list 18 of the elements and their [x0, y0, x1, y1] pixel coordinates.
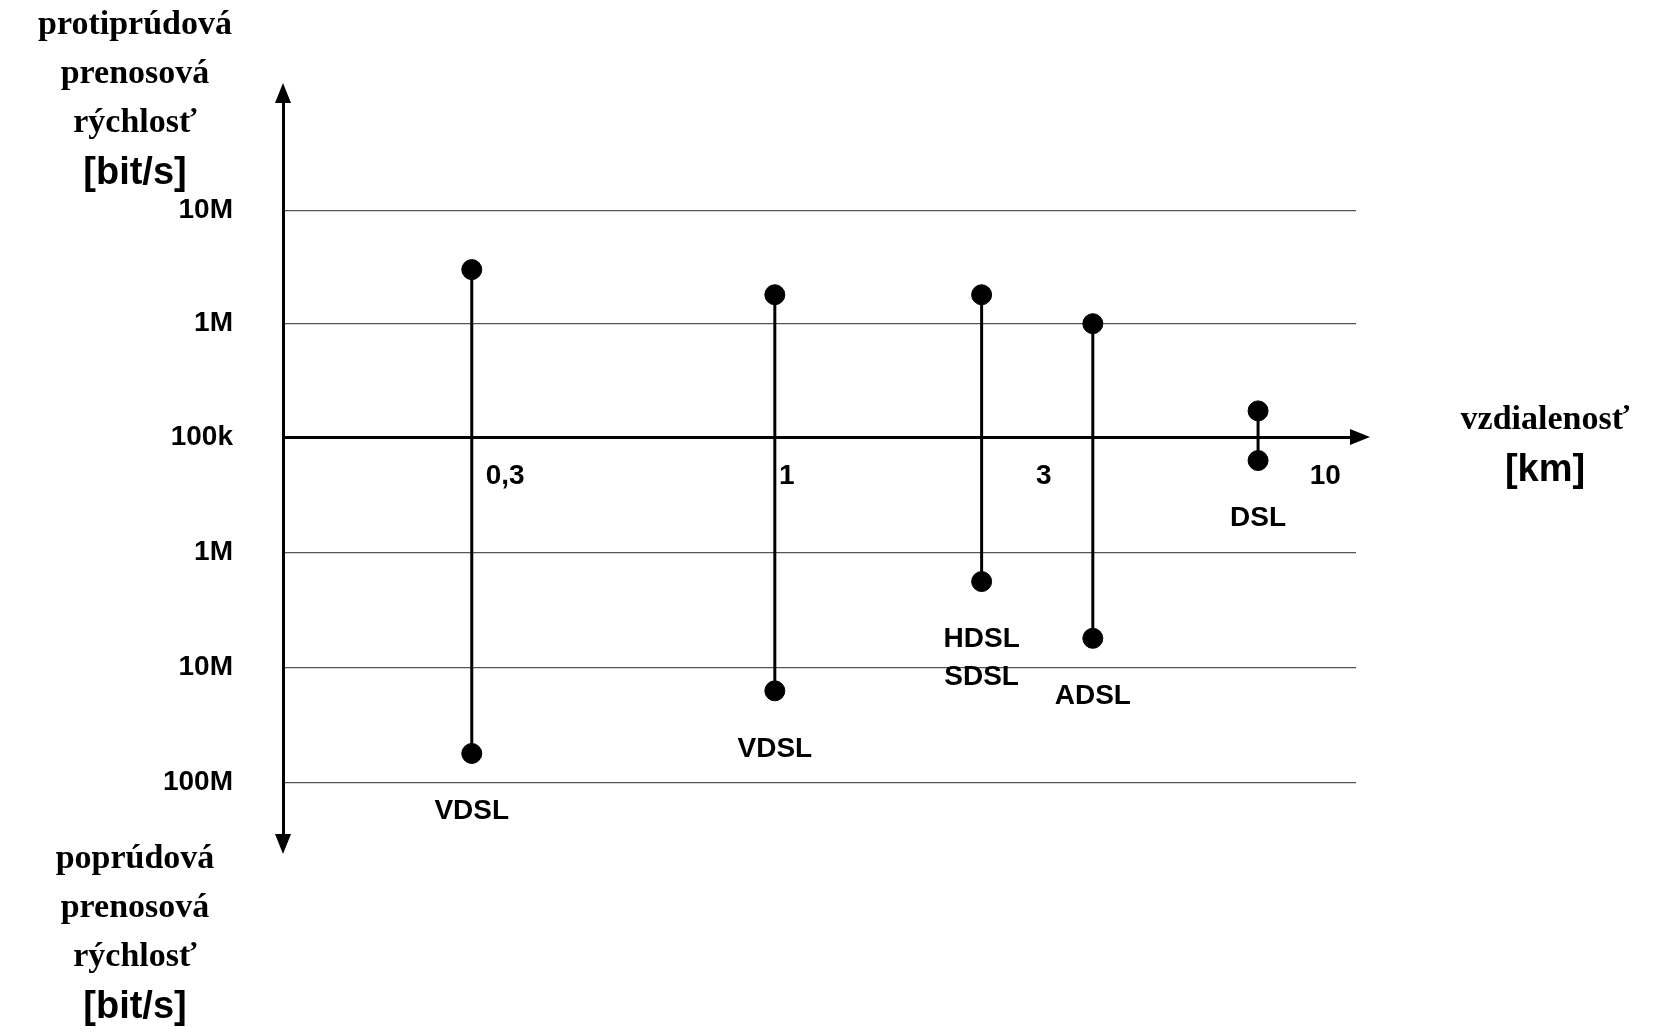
- series-label: VDSL: [434, 794, 510, 826]
- y-tick-label: 1M: [194, 534, 233, 566]
- x-tick-label: 0,3: [485, 458, 525, 490]
- y-tick-label: 100k: [170, 419, 234, 451]
- series-label: HDSL SDSL: [943, 622, 1020, 692]
- series-label: VDSL: [737, 731, 813, 763]
- x-tick-label: 10: [1309, 458, 1341, 490]
- y-tick-label: 100M: [162, 765, 233, 797]
- series-label: DSL: [1230, 501, 1287, 533]
- y-tick-label: 10M: [178, 193, 233, 225]
- y-tick-label: 10M: [178, 650, 233, 682]
- y-axis-title: poprúdová prenosová rýchlosť [bit/s]: [55, 837, 215, 1027]
- series-label: ADSL: [1054, 679, 1131, 711]
- x-tick-label: 3: [1035, 458, 1052, 490]
- y-axis-title: protiprúdová prenosová rýchlosť [bit/s]: [38, 3, 232, 193]
- y-tick-label: 1M: [194, 306, 233, 338]
- x-axis-title: vzdialenosť [km]: [1460, 398, 1630, 490]
- x-tick-label: 1: [779, 458, 795, 490]
